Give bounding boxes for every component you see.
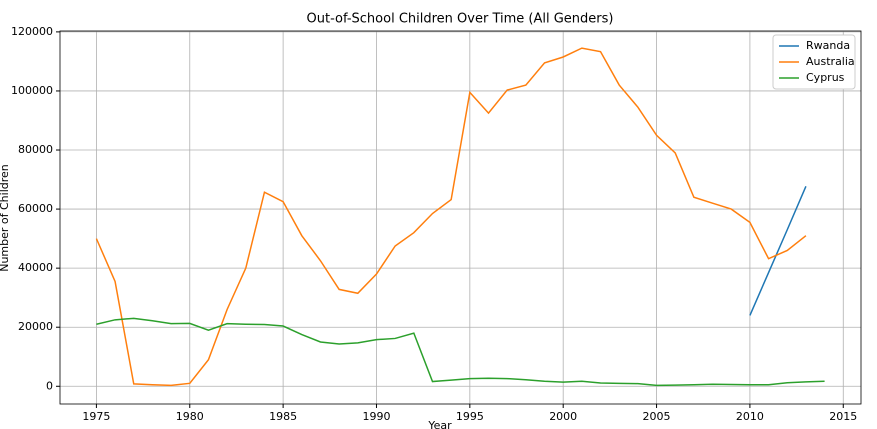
x-axis-label: Year — [427, 419, 452, 429]
legend-label: Rwanda — [806, 39, 850, 52]
y-tick-label: 80000 — [18, 143, 53, 156]
series-line — [95, 47, 807, 387]
y-axis-label: Number of Children — [0, 164, 11, 272]
x-tick-label: 1990 — [362, 410, 390, 423]
y-tick-label: 20000 — [18, 320, 53, 333]
x-tick-label: 1975 — [82, 410, 110, 423]
y-tick-label: 120000 — [11, 25, 53, 38]
series-line — [96, 317, 825, 387]
x-tick-label: 1985 — [269, 410, 297, 423]
legend-label: Australia — [806, 55, 855, 68]
plot-frame — [59, 30, 862, 405]
y-tick-label: 60000 — [18, 202, 53, 215]
chart-title: Out-of-School Children Over Time (All Ge… — [307, 12, 614, 27]
series-line — [749, 186, 807, 316]
legend-label: Cyprus — [806, 71, 845, 84]
x-tick-label: 2000 — [549, 410, 577, 423]
x-tick-label: 2015 — [829, 410, 857, 423]
y-tick-label: 40000 — [18, 261, 53, 274]
legend-box — [772, 34, 856, 90]
y-tick-label: 100000 — [11, 84, 53, 97]
x-tick-label: 1980 — [176, 410, 204, 423]
x-tick-label: 1995 — [456, 410, 484, 423]
y-tick-label: 0 — [46, 379, 53, 392]
x-tick-label: 2010 — [736, 410, 764, 423]
x-tick-label: 2005 — [643, 410, 671, 423]
